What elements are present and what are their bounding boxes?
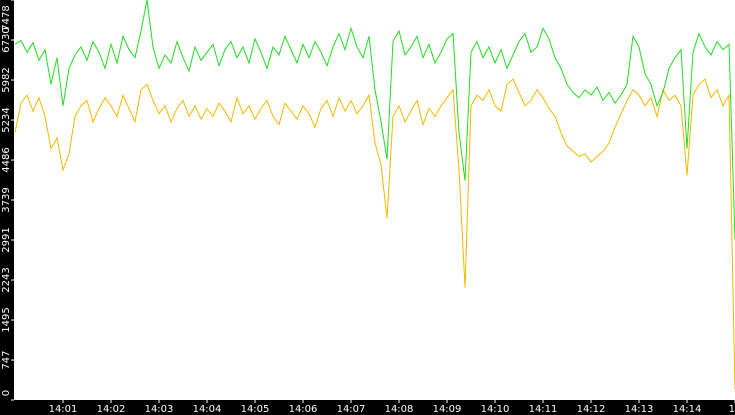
x-tick-label: 14:10 — [481, 404, 510, 415]
y-tick-label: 0 — [1, 390, 12, 396]
series-line — [14, 0, 735, 240]
y-tick-label: 747 — [1, 350, 12, 369]
x-tick-label: 14:04 — [193, 404, 222, 415]
series-line — [14, 78, 735, 390]
x-axis-strip — [0, 400, 735, 415]
y-tick-label: 4486 — [1, 147, 12, 172]
x-tick-label: 14:06 — [289, 404, 318, 415]
y-axis-strip — [0, 0, 14, 415]
x-tick-label: 14:02 — [97, 404, 126, 415]
y-tick-label: 2243 — [1, 267, 12, 292]
y-tick-label: 3739 — [1, 187, 12, 212]
x-tick-label: 14:08 — [385, 404, 414, 415]
y-tick-label: 5234 — [1, 107, 12, 132]
x-tick-label: 14:05 — [241, 404, 270, 415]
x-tick-label: 14:03 — [145, 404, 174, 415]
x-tick-label: 14:13 — [625, 404, 654, 415]
x-tick-label: 14:12 — [577, 404, 606, 415]
x-tick-label: 14:07 — [337, 404, 366, 415]
y-tick-label: 5982 — [1, 67, 12, 92]
y-tick-label: 1495 — [1, 307, 12, 332]
x-tick-label: 14:14 — [673, 404, 702, 415]
x-tick-label: 14:01 — [49, 404, 78, 415]
x-tick-label: 14 — [729, 404, 735, 415]
y-tick-label: 6730 — [1, 27, 12, 52]
x-tick-label: 14:11 — [529, 404, 558, 415]
y-tick-label: 2991 — [1, 227, 12, 252]
x-tick-label: 14:09 — [433, 404, 462, 415]
y-tick-label: 7478 — [1, 5, 12, 30]
